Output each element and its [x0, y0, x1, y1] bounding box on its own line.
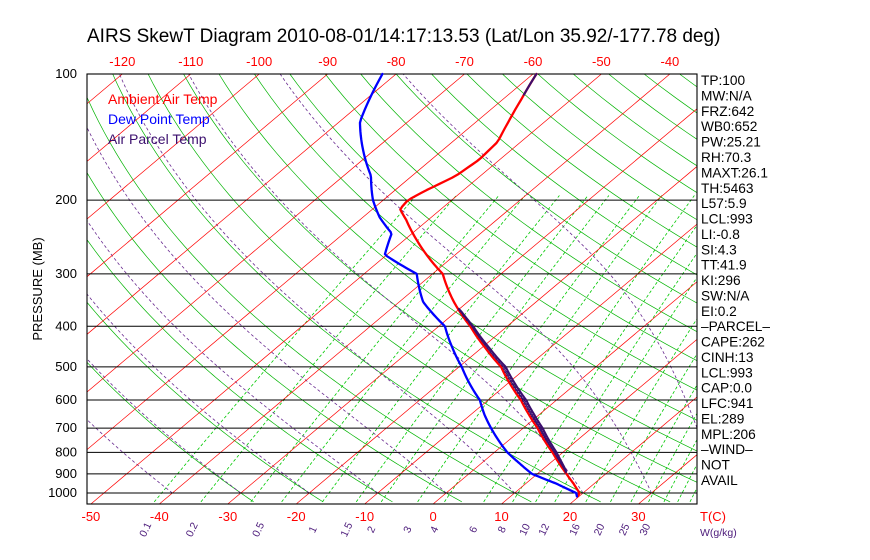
svg-text:EL:289: EL:289 — [701, 412, 744, 427]
svg-text:CINH:13: CINH:13 — [701, 350, 754, 365]
svg-text:-80: -80 — [387, 54, 406, 69]
svg-text:1000: 1000 — [48, 485, 77, 500]
svg-text:Ambient Air Temp: Ambient Air Temp — [108, 91, 218, 107]
svg-text:–WIND–: –WIND– — [701, 442, 753, 457]
svg-text:NOT: NOT — [701, 458, 731, 473]
svg-text:LI:-0.8: LI:-0.8 — [701, 227, 740, 242]
svg-text:-60: -60 — [524, 54, 543, 69]
svg-text:-50: -50 — [592, 54, 611, 69]
svg-text:SW:N/A: SW:N/A — [701, 288, 750, 303]
svg-text:–PARCEL–: –PARCEL– — [701, 319, 770, 334]
svg-text:500: 500 — [55, 359, 77, 374]
svg-text:Dew Point Temp: Dew Point Temp — [108, 111, 210, 127]
svg-text:L57:5.9: L57:5.9 — [701, 196, 747, 211]
svg-text:TP:100: TP:100 — [701, 73, 746, 88]
svg-text:CAPE:262: CAPE:262 — [701, 335, 765, 350]
svg-text:-50: -50 — [82, 509, 101, 524]
svg-text:-40: -40 — [661, 54, 680, 69]
svg-text:W(g/kg): W(g/kg) — [700, 527, 737, 539]
svg-text:300: 300 — [55, 266, 77, 281]
svg-text:LCL:993: LCL:993 — [701, 365, 753, 380]
svg-text:600: 600 — [55, 392, 77, 407]
svg-text:LCL:993: LCL:993 — [701, 212, 753, 227]
svg-text:TH:5463: TH:5463 — [701, 181, 754, 196]
svg-text:-20: -20 — [287, 509, 306, 524]
svg-text:EI:0.2: EI:0.2 — [701, 304, 737, 319]
svg-text:-10: -10 — [355, 509, 374, 524]
svg-text:30: 30 — [631, 509, 645, 524]
svg-text:20: 20 — [563, 509, 577, 524]
svg-text:RH:70.3: RH:70.3 — [701, 150, 752, 165]
svg-text:SI:4.3: SI:4.3 — [701, 242, 737, 257]
svg-text:AIRS SkewT Diagram 2010-08-01/: AIRS SkewT Diagram 2010-08-01/14:17:13.5… — [87, 26, 720, 47]
svg-text:T(C): T(C) — [700, 509, 726, 524]
svg-text:LFC:941: LFC:941 — [701, 396, 754, 411]
svg-text:100: 100 — [55, 66, 77, 81]
svg-text:MAXT:26.1: MAXT:26.1 — [701, 165, 768, 180]
svg-text:-100: -100 — [246, 54, 272, 69]
svg-text:PW:25.21: PW:25.21 — [701, 135, 761, 150]
svg-text:0: 0 — [429, 509, 436, 524]
svg-text:-40: -40 — [150, 509, 169, 524]
svg-text:Air Parcel Temp: Air Parcel Temp — [108, 131, 207, 147]
svg-text:800: 800 — [55, 444, 77, 459]
svg-text:PRESSURE (MB): PRESSURE (MB) — [30, 237, 45, 340]
svg-text:700: 700 — [55, 420, 77, 435]
svg-text:-30: -30 — [218, 509, 237, 524]
svg-text:10: 10 — [494, 509, 508, 524]
svg-text:WB0:652: WB0:652 — [701, 119, 757, 134]
svg-text:900: 900 — [55, 466, 77, 481]
svg-text:200: 200 — [55, 192, 77, 207]
svg-text:-110: -110 — [178, 54, 203, 69]
svg-text:-70: -70 — [455, 54, 474, 69]
svg-text:CAP:0.0: CAP:0.0 — [701, 381, 752, 396]
svg-text:400: 400 — [55, 318, 77, 333]
svg-text:MW:N/A: MW:N/A — [701, 89, 753, 104]
svg-text:TT:41.9: TT:41.9 — [701, 258, 747, 273]
svg-text:MPL:206: MPL:206 — [701, 427, 756, 442]
svg-text:-90: -90 — [318, 54, 337, 69]
svg-text:FRZ:642: FRZ:642 — [701, 104, 754, 119]
svg-text:KI:296: KI:296 — [701, 273, 741, 288]
svg-text:AVAIL: AVAIL — [701, 473, 738, 488]
svg-text:-120: -120 — [109, 54, 135, 69]
